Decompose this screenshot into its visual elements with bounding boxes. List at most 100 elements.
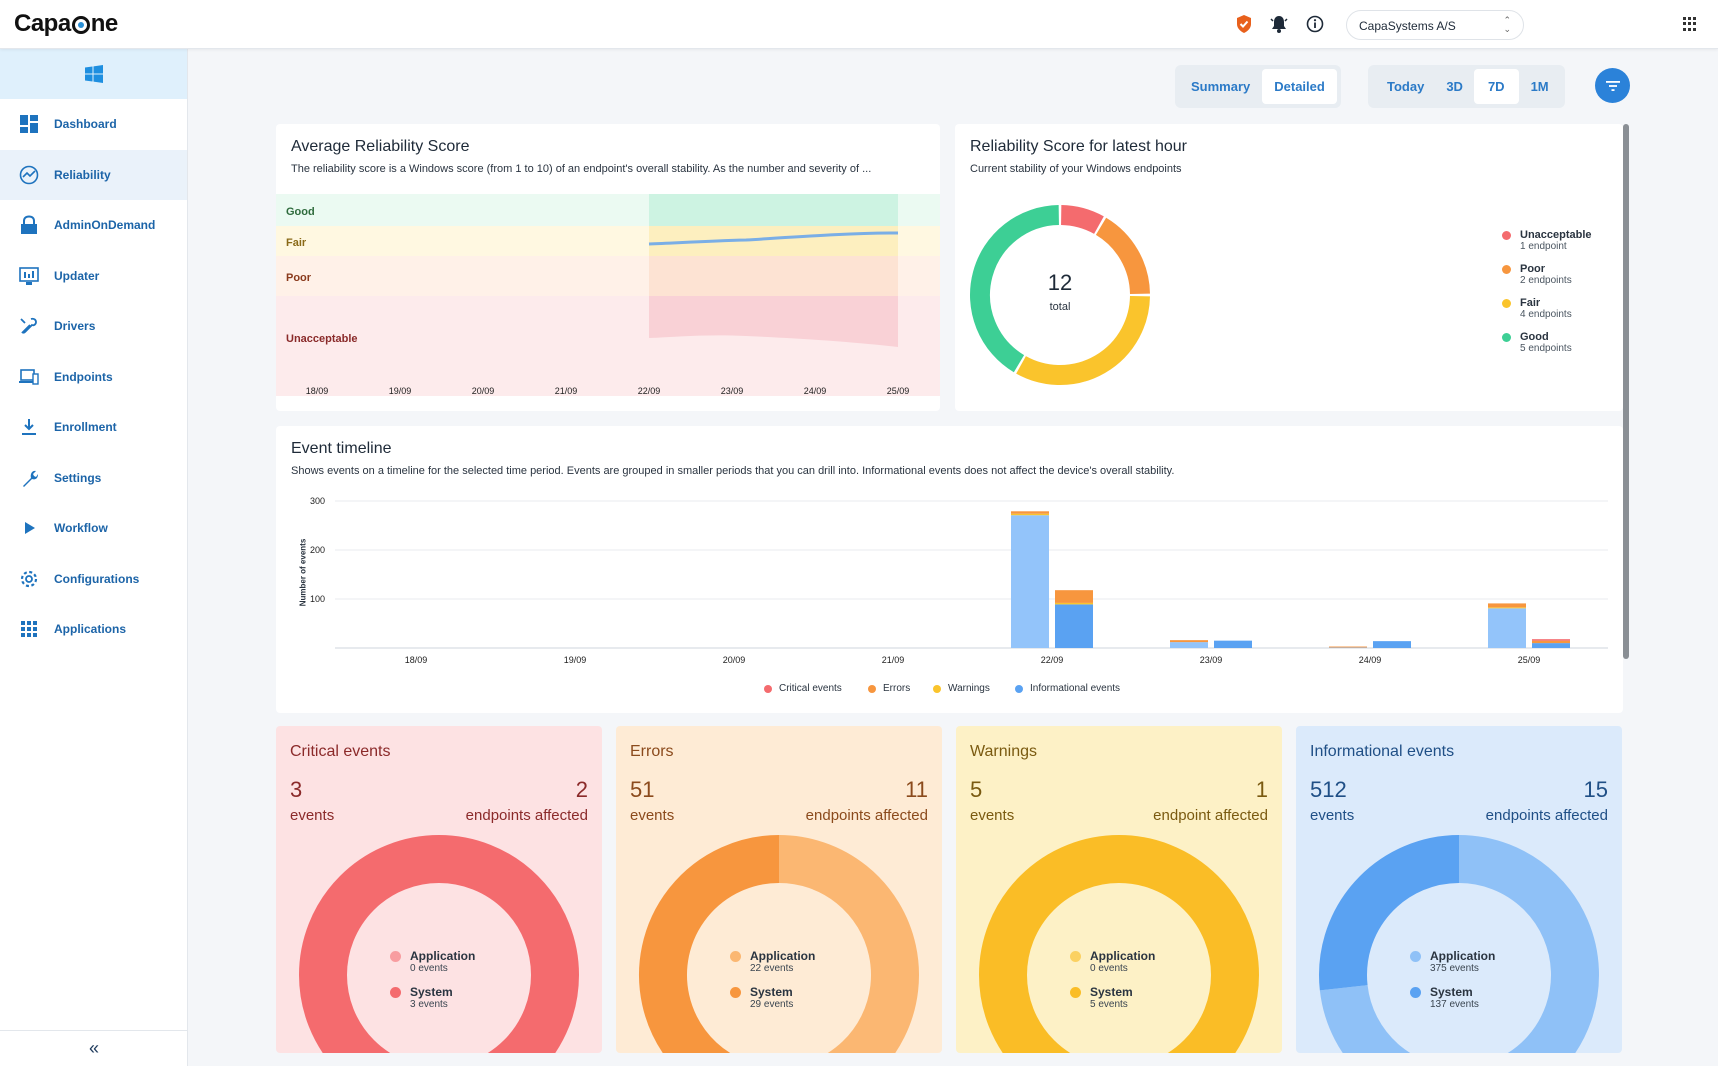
bar-segment-warnings[interactable] [1055, 602, 1093, 605]
legend-text: Application 375 events [1430, 949, 1495, 975]
legend-dot [390, 987, 401, 998]
sidebar-item-enrollment[interactable]: Enrollment [0, 402, 187, 453]
bar-segment-errors[interactable] [1329, 646, 1367, 648]
endpoints-count: 15 [1583, 777, 1608, 802]
top-bar: Capa ne CapaSystems A/S ⌃ ⌄ [0, 0, 1718, 49]
info-icon[interactable] [1305, 14, 1325, 34]
summary-donut[interactable] [956, 726, 1282, 1053]
legend-count: 1 endpoint [1520, 241, 1567, 252]
donut-slice-fair[interactable] [1016, 295, 1150, 385]
endpoints-count: 11 [905, 777, 928, 802]
organization-name: CapaSystems A/S [1359, 19, 1456, 33]
sidebar-item-workflow[interactable]: Workflow [0, 503, 187, 554]
range-3d-button[interactable]: 3D [1446, 79, 1463, 94]
chevron-updown-icon: ⌃ ⌄ [1503, 15, 1511, 34]
timeline-legend-item[interactable]: Informational events [1015, 683, 1120, 694]
x-tick-label: 22/09 [1041, 655, 1064, 665]
bar-segment-errors[interactable] [1488, 603, 1526, 608]
latest-hour-donut[interactable] [960, 195, 1160, 395]
legend-dot [730, 987, 741, 998]
legend-dot [1410, 951, 1421, 962]
card-title: Average Reliability Score [291, 138, 470, 155]
summary-card-informational-events[interactable]: Informational events 512 events 15 endpoints… [1296, 726, 1622, 1053]
sidebar-item-drivers[interactable]: Drivers [0, 301, 187, 352]
bar-segment-informational[interactable] [1488, 608, 1526, 648]
summary-donut[interactable] [276, 726, 602, 1053]
sidebar-item-label: Settings [54, 470, 102, 485]
bar-segment-errors[interactable] [1532, 640, 1570, 644]
bar-segment-errors[interactable] [1011, 511, 1049, 514]
range-today-button[interactable]: Today [1387, 79, 1425, 94]
range-1m-button[interactable]: 1M [1530, 79, 1549, 94]
shield-check-icon[interactable] [1234, 14, 1254, 34]
donut-slice-good[interactable] [970, 205, 1060, 373]
summary-card-errors[interactable]: Errors 51 events 11 endpoints affected Applic… [616, 726, 942, 1053]
summary-view-button[interactable]: Summary [1191, 79, 1251, 94]
summary-card-warnings[interactable]: Warnings 5 events 1 endpoint affected Applica… [956, 726, 1282, 1053]
bar-segment-warnings[interactable] [1011, 513, 1049, 516]
sidebar-item-adminondemand[interactable]: AdminOnDemand [0, 200, 187, 251]
capaone-logo[interactable]: Capa ne [14, 10, 118, 37]
donut-slice-unacceptable[interactable] [1060, 205, 1104, 235]
donut-slice-system[interactable] [979, 835, 1259, 1053]
range-7d-button[interactable]: 7D [1473, 69, 1519, 104]
organization-select[interactable]: CapaSystems A/S ⌃ ⌄ [1346, 10, 1524, 40]
summary-card-critical-events[interactable]: Critical events 3 events 2 endpoints affecte… [276, 726, 602, 1053]
timeline-legend-item[interactable]: Errors [868, 683, 910, 694]
bar-segment-critical[interactable] [1532, 639, 1570, 641]
bar-segment-informational[interactable] [1373, 641, 1411, 648]
legend-name: System [750, 985, 793, 999]
collapse-sidebar-button[interactable]: « [0, 1030, 188, 1066]
legend-name: System [410, 985, 453, 999]
summary-donut[interactable] [616, 726, 942, 1053]
filter-button[interactable] [1595, 68, 1630, 103]
event-timeline-chart[interactable]: 100 200 300 18/09 19/09 20/09 21/09 22/09 23/09 2… [276, 426, 1623, 713]
legend-dot [1070, 987, 1081, 998]
donut-slice-application[interactable] [1319, 835, 1599, 1053]
donut-slice-system[interactable] [299, 835, 579, 1053]
sidebar-item-endpoints[interactable]: Endpoints [0, 352, 187, 403]
timeline-legend-item[interactable]: Warnings [933, 683, 990, 694]
bar-segment-informational[interactable] [1532, 643, 1570, 648]
legend-dot [1502, 231, 1511, 240]
bar-segment-errors[interactable] [1055, 590, 1093, 603]
bar-segment-informational[interactable] [1011, 515, 1049, 648]
bar-segment-informational[interactable] [1214, 640, 1252, 648]
bar-segment-errors[interactable] [1170, 640, 1208, 643]
bar-segment-informational[interactable] [1170, 642, 1208, 648]
summary-donut[interactable] [1296, 726, 1622, 1053]
sidebar-item-reliability[interactable]: Reliability [0, 149, 187, 200]
legend-name: Application [1090, 949, 1156, 963]
sidebar-item-settings[interactable]: Settings [0, 453, 187, 504]
latest-hour-card: Reliability Score for latest hour Curren… [955, 124, 1623, 411]
timeline-legend-item[interactable]: Critical events [764, 683, 842, 694]
donut-slice-system[interactable] [1319, 835, 1460, 991]
sidebar-item-updater[interactable]: Updater [0, 251, 187, 302]
bar-segment-informational[interactable] [1055, 604, 1093, 648]
legend-text: Application 22 events [750, 949, 815, 975]
sidebar-item-applications[interactable]: Applications [0, 604, 187, 655]
y-tick-label: 300 [310, 496, 325, 506]
sidebar-item-configurations[interactable]: Configurations [0, 554, 187, 605]
reliability-band-chart[interactable] [276, 124, 940, 411]
os-selector[interactable] [0, 49, 187, 99]
time-range-toggle: Today 3D 7D 1M [1368, 65, 1565, 108]
apps-grid-icon [19, 619, 39, 639]
legend-count: 137 events [1430, 999, 1479, 1010]
app-launcher-icon[interactable] [1683, 17, 1697, 31]
donut-slice-system[interactable] [639, 835, 827, 1053]
scrollbar[interactable] [1623, 124, 1629, 659]
x-tick-label: 21/09 [882, 655, 905, 665]
donut-slice-poor[interactable] [1095, 217, 1150, 295]
endpoints-label: endpoints affected [465, 807, 588, 824]
x-tick-label: 18/09 [405, 655, 428, 665]
x-tick-label: 22/09 [637, 386, 661, 396]
detailed-view-button[interactable]: Detailed [1262, 69, 1337, 104]
legend-dot [1070, 951, 1081, 962]
bar-segment-warnings[interactable] [1488, 607, 1526, 609]
bell-icon[interactable] [1269, 14, 1289, 34]
donut-slice-application[interactable] [778, 835, 919, 1053]
legend-count: 3 events [410, 999, 448, 1010]
x-tick-label: 24/09 [1359, 655, 1382, 665]
sidebar-item-dashboard[interactable]: Dashboard [0, 99, 187, 150]
